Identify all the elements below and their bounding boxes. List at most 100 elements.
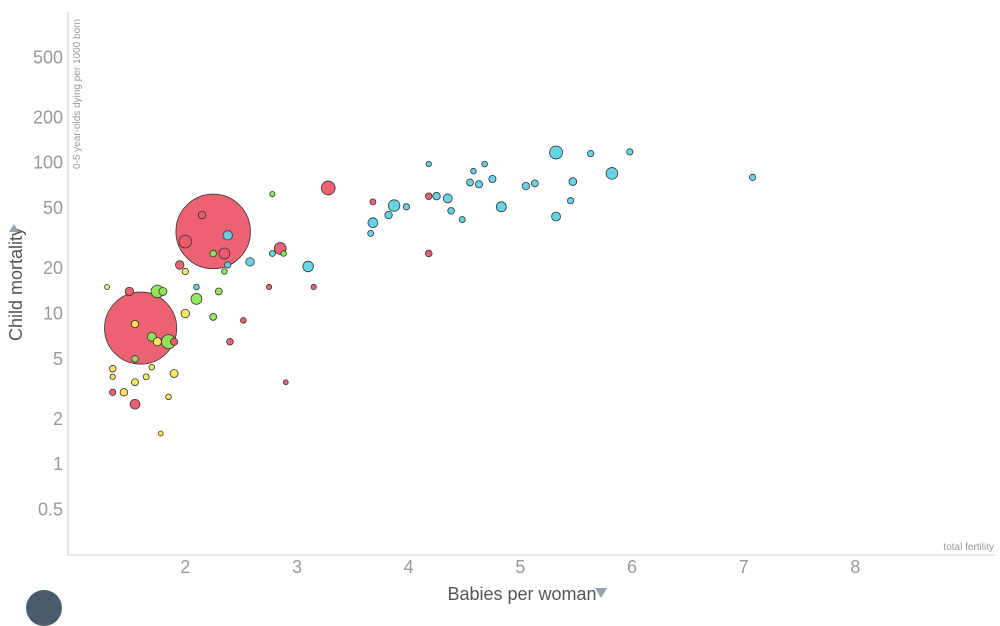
bubble-point[interactable]: [165, 393, 172, 401]
bubble-point[interactable]: [142, 373, 150, 381]
x-tick-label: 5: [515, 557, 525, 577]
bubble-point[interactable]: [521, 181, 531, 191]
x-axis-subtitle: total fertility: [943, 542, 994, 553]
x-tick-label: 4: [404, 557, 414, 577]
bubble-point[interactable]: [131, 378, 139, 387]
bubble-point[interactable]: [109, 388, 117, 396]
x-tick-label: 6: [627, 557, 637, 577]
bubble-point[interactable]: [245, 257, 255, 267]
bubble-point[interactable]: [549, 145, 563, 160]
bubble-point[interactable]: [152, 337, 162, 347]
bubble-point[interactable]: [470, 167, 477, 175]
bubble-point[interactable]: [148, 364, 155, 371]
bubble-point[interactable]: [302, 260, 314, 273]
y-tick-label: 10: [43, 303, 63, 323]
bubble-point[interactable]: [425, 161, 432, 168]
bubble-point[interactable]: [280, 250, 287, 257]
bubble-point[interactable]: [175, 193, 251, 270]
bubble-point[interactable]: [425, 192, 433, 200]
bubble-point[interactable]: [320, 180, 336, 196]
x-axis-dropdown-icon[interactable]: [595, 588, 607, 598]
bubble-point[interactable]: [169, 369, 179, 378]
bubble-point[interactable]: [124, 286, 135, 297]
bubble-point[interactable]: [214, 287, 223, 296]
x-tick-label: 2: [180, 557, 190, 577]
bubble-point[interactable]: [218, 247, 231, 260]
y-axis-title[interactable]: Child mortality: [6, 227, 26, 341]
bubble-point[interactable]: [175, 260, 185, 270]
bubble-point[interactable]: [425, 249, 433, 258]
bubble-point[interactable]: [131, 320, 140, 329]
bubble-point[interactable]: [109, 373, 116, 380]
x-tick-labels: 2 3 4 5 6 7 8: [180, 557, 860, 577]
bubble-point[interactable]: [180, 308, 190, 319]
x-axis-title[interactable]: Babies per woman: [447, 584, 596, 604]
bubble-point[interactable]: [387, 199, 401, 212]
y-axis-dropdown-icon[interactable]: [9, 224, 19, 232]
bubble-point[interactable]: [119, 388, 128, 397]
bubble-point[interactable]: [551, 211, 561, 222]
bubble-point[interactable]: [193, 283, 200, 291]
bubble-point[interactable]: [749, 173, 757, 181]
bubble-point[interactable]: [190, 293, 203, 305]
bubble-point[interactable]: [209, 249, 217, 258]
bubble-point[interactable]: [268, 250, 276, 257]
bubble-point[interactable]: [367, 217, 379, 229]
y-tick-label: 100: [33, 153, 63, 173]
bubble-point[interactable]: [568, 177, 578, 186]
bubble-point[interactable]: [310, 283, 317, 290]
bubble-point[interactable]: [367, 229, 375, 237]
bubble-point[interactable]: [221, 268, 228, 275]
axes: [67, 12, 995, 556]
bubble-point[interactable]: [181, 267, 189, 276]
bubble-point[interactable]: [530, 179, 539, 188]
bubble-point[interactable]: [157, 430, 164, 437]
bubble-point[interactable]: [282, 379, 289, 386]
bubble-point[interactable]: [488, 175, 497, 184]
bubble-point[interactable]: [458, 216, 466, 223]
y-tick-label: 0.5: [38, 500, 63, 520]
bubble-point[interactable]: [226, 337, 234, 346]
bubble-point[interactable]: [626, 148, 634, 156]
bubble-point[interactable]: [170, 337, 179, 346]
bubble-point[interactable]: [265, 283, 273, 290]
bubbles[interactable]: [104, 145, 757, 437]
bubble-chart: 0.5 1 2 5 10 20 50 100 200 500 2 3 4 5 6 7 8 Child mort…: [6, 12, 995, 604]
bubble-point[interactable]: [222, 230, 233, 241]
bubble-point[interactable]: [432, 192, 441, 201]
bubble-point[interactable]: [158, 287, 168, 296]
bubble-point[interactable]: [104, 284, 110, 290]
bubble-point[interactable]: [104, 291, 178, 365]
bubble-point[interactable]: [240, 317, 247, 324]
bubble-point[interactable]: [402, 203, 410, 211]
x-tick-label: 3: [292, 557, 302, 577]
play-button[interactable]: [26, 590, 62, 626]
y-tick-label: 5: [53, 349, 63, 369]
bubble-point[interactable]: [567, 197, 575, 205]
bubble-point[interactable]: [197, 210, 207, 220]
bubble-point[interactable]: [209, 312, 218, 321]
bubble-point[interactable]: [384, 210, 393, 220]
y-tick-label: 20: [43, 258, 63, 278]
bubble-point[interactable]: [605, 167, 619, 180]
bubble-point[interactable]: [442, 193, 453, 204]
y-tick-label: 2: [53, 409, 63, 429]
bubble-point[interactable]: [587, 150, 595, 158]
bubble-point[interactable]: [481, 160, 488, 168]
y-axis-subtitle: 0-5 year-olds dying per 1000 born: [72, 19, 83, 169]
bubble-point[interactable]: [131, 355, 139, 363]
bubble-point[interactable]: [369, 198, 377, 206]
y-tick-label: 50: [43, 198, 63, 218]
bubble-point[interactable]: [447, 207, 455, 215]
bubble-point[interactable]: [466, 178, 474, 187]
y-tick-labels: 0.5 1 2 5 10 20 50 100 200 500: [33, 47, 63, 519]
bubble-point[interactable]: [178, 234, 192, 249]
bubble-point[interactable]: [129, 398, 141, 410]
y-tick-label: 200: [33, 107, 63, 127]
bubble-point[interactable]: [224, 261, 232, 269]
y-tick-label: 500: [33, 47, 63, 67]
bubble-point[interactable]: [495, 201, 507, 213]
bubble-point[interactable]: [269, 190, 276, 198]
bubble-point[interactable]: [475, 180, 484, 189]
bubble-point[interactable]: [108, 365, 117, 373]
